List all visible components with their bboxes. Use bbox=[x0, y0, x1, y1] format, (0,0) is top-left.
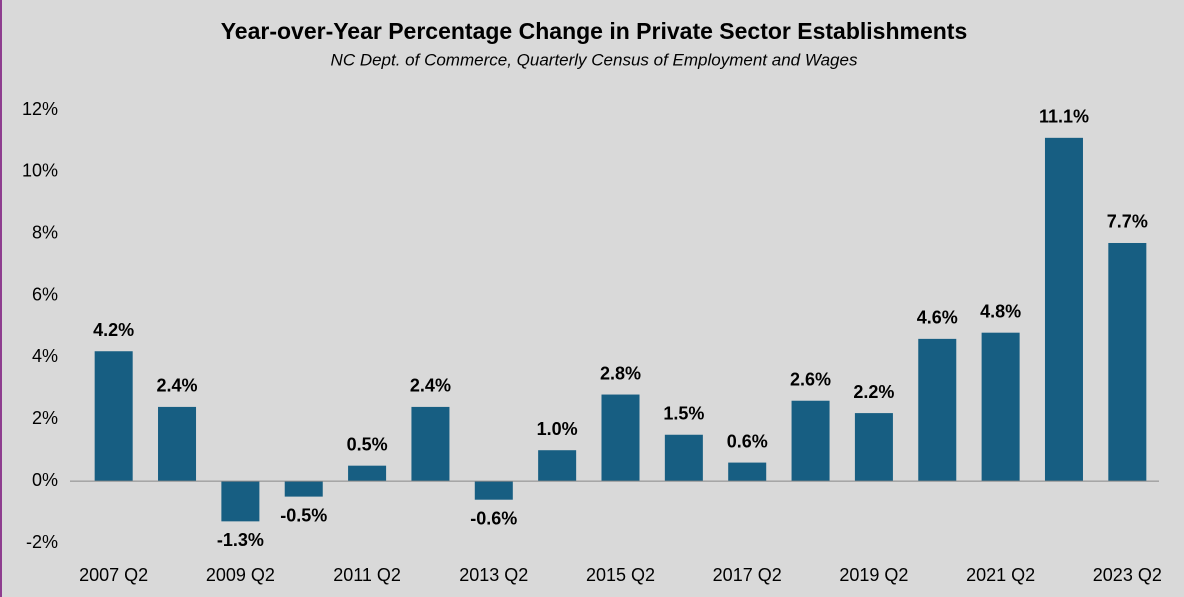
value-label: 2.4% bbox=[157, 376, 198, 396]
y-tick-label: 6% bbox=[32, 284, 58, 304]
y-tick-label: 0% bbox=[32, 470, 58, 490]
value-label: 2.6% bbox=[790, 369, 831, 389]
value-label: 0.6% bbox=[727, 431, 768, 451]
x-tick-label: 2007 Q2 bbox=[79, 565, 148, 585]
bar bbox=[348, 465, 387, 482]
y-tick-label: 12% bbox=[22, 99, 58, 119]
value-label: 2.4% bbox=[410, 376, 451, 396]
bar bbox=[411, 406, 450, 482]
x-tick-label: 2019 Q2 bbox=[839, 565, 908, 585]
bar bbox=[221, 481, 260, 522]
x-tick-label: 2023 Q2 bbox=[1093, 565, 1162, 585]
value-label: 1.5% bbox=[663, 404, 704, 424]
bar bbox=[474, 481, 513, 500]
value-label: 2.2% bbox=[853, 382, 894, 402]
bar bbox=[791, 400, 830, 482]
value-label: -1.3% bbox=[217, 530, 264, 550]
x-tick-label: 2017 Q2 bbox=[713, 565, 782, 585]
bar bbox=[918, 338, 957, 482]
value-label: 11.1% bbox=[1039, 107, 1089, 127]
x-tick-label: 2021 Q2 bbox=[966, 565, 1035, 585]
bar bbox=[284, 481, 323, 497]
x-tick-label: 2011 Q2 bbox=[333, 565, 401, 585]
x-tick-label: 2013 Q2 bbox=[459, 565, 528, 585]
value-label: 4.6% bbox=[917, 308, 958, 328]
value-label: -0.6% bbox=[470, 508, 517, 528]
y-tick-label: 2% bbox=[32, 408, 58, 428]
bar bbox=[158, 406, 197, 482]
bar bbox=[728, 462, 767, 482]
bar bbox=[981, 332, 1020, 482]
bar bbox=[94, 351, 133, 482]
y-tick-label: 10% bbox=[22, 161, 58, 181]
bar bbox=[1044, 137, 1083, 482]
x-tick-label: 2015 Q2 bbox=[586, 565, 655, 585]
x-tick-label: 2009 Q2 bbox=[206, 565, 275, 585]
y-tick-label: -2% bbox=[26, 532, 58, 552]
value-label: 1.0% bbox=[537, 419, 578, 439]
bar bbox=[1108, 242, 1147, 482]
bar bbox=[538, 450, 577, 482]
y-tick-label: 8% bbox=[32, 222, 58, 242]
value-label: 4.8% bbox=[980, 301, 1021, 321]
bar bbox=[664, 434, 703, 482]
bar bbox=[854, 413, 893, 482]
chart-title: Year-over-Year Percentage Change in Priv… bbox=[221, 18, 968, 44]
value-label: 0.5% bbox=[347, 434, 388, 454]
bar bbox=[601, 394, 640, 482]
value-label: 2.8% bbox=[600, 363, 641, 383]
chart-subtitle: NC Dept. of Commerce, Quarterly Census o… bbox=[331, 50, 858, 69]
value-label: 7.7% bbox=[1107, 212, 1148, 232]
y-tick-label: 4% bbox=[32, 346, 58, 366]
value-label: -0.5% bbox=[280, 505, 327, 525]
value-label: 4.2% bbox=[93, 320, 134, 340]
